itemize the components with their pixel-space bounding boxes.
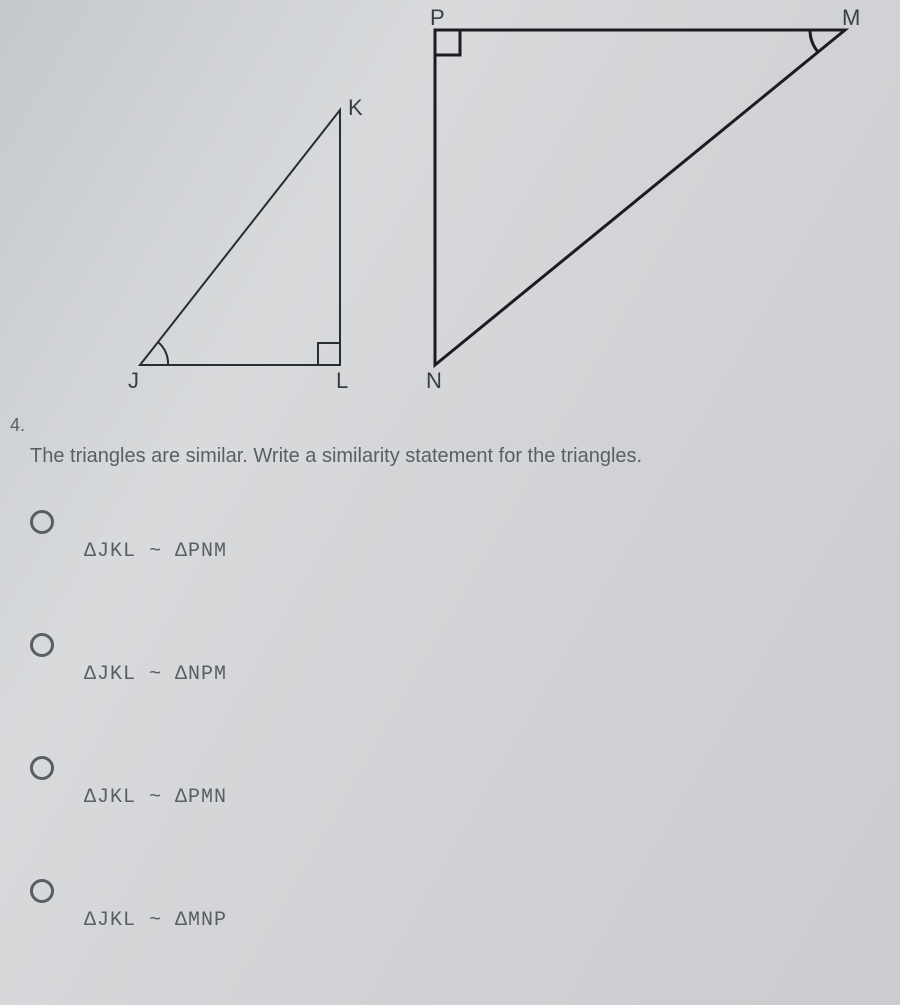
option-a[interactable]: ΔJKL ~ ΔPNM (30, 510, 227, 563)
option-d[interactable]: ΔJKL ~ ΔMNP (30, 879, 227, 932)
radio-icon[interactable] (30, 510, 54, 534)
angle-arc-j (158, 342, 168, 365)
label-m: M (842, 5, 860, 31)
option-b[interactable]: ΔJKL ~ ΔNPM (30, 633, 227, 686)
angle-arc-m (810, 30, 818, 52)
label-p: P (430, 5, 445, 31)
radio-icon[interactable] (30, 756, 54, 780)
label-l: L (336, 368, 348, 394)
triangle-pmn (435, 30, 845, 365)
radio-icon[interactable] (30, 633, 54, 657)
right-angle-p (435, 30, 460, 55)
geometry-figure: J K L P M N (100, 10, 880, 410)
option-c[interactable]: ΔJKL ~ ΔPMN (30, 756, 227, 809)
label-n: N (426, 368, 442, 394)
option-a-text: ΔJKL ~ ΔPNM (84, 540, 227, 563)
option-c-text: ΔJKL ~ ΔPMN (84, 786, 227, 809)
label-k: K (348, 95, 363, 121)
question-number: 4. (10, 415, 25, 436)
radio-icon[interactable] (30, 879, 54, 903)
triangle-jkl (140, 110, 340, 365)
option-b-text: ΔJKL ~ ΔNPM (84, 663, 227, 686)
option-d-text: ΔJKL ~ ΔMNP (84, 909, 227, 932)
right-angle-l (318, 343, 340, 365)
question-text: The triangles are similar. Write a simil… (30, 445, 642, 468)
options-list: ΔJKL ~ ΔPNM ΔJKL ~ ΔNPM ΔJKL ~ ΔPMN ΔJKL… (30, 510, 227, 1002)
label-j: J (128, 368, 139, 394)
triangles-svg (100, 10, 880, 410)
